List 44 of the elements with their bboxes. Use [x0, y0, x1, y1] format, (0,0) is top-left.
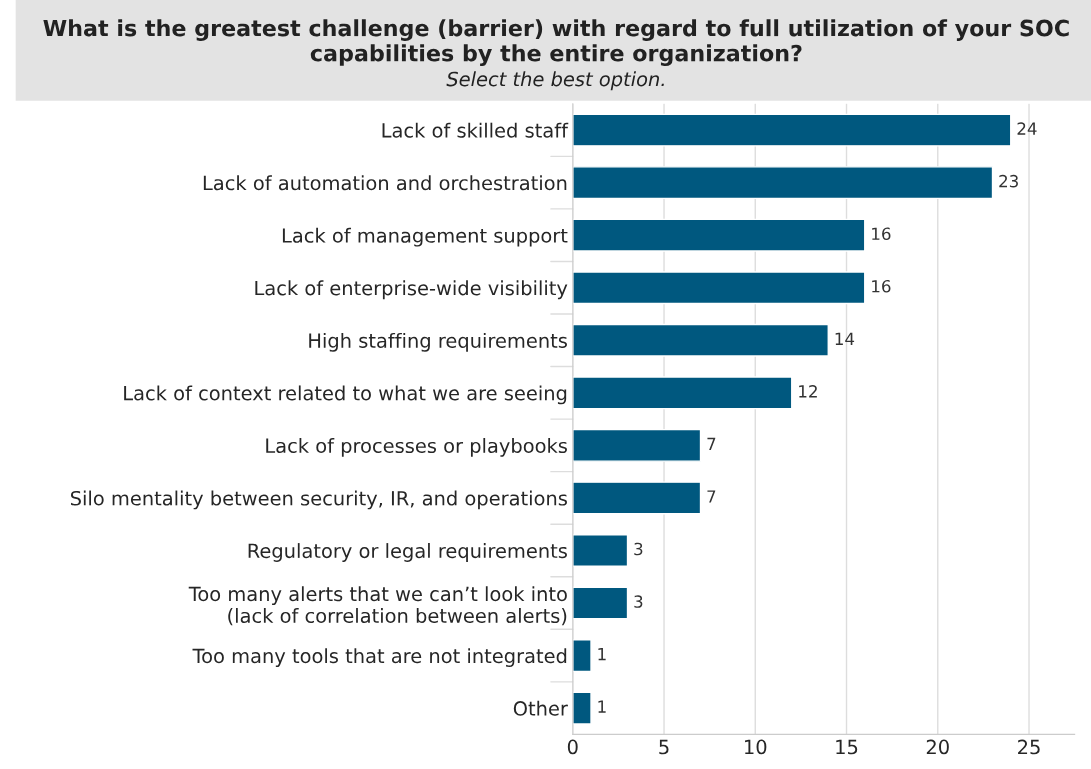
y-tick-label: Lack of processes or playbooks — [266, 437, 567, 457]
x-tick-label: 20 — [926, 739, 949, 755]
y-tick-label: Other — [513, 700, 568, 716]
data-label: 3 — [634, 595, 643, 608]
data-label: 23 — [999, 174, 1018, 188]
x-tick-label: 10 — [745, 739, 767, 755]
y-tick-label: Lack of management support — [282, 227, 568, 247]
data-label: 3 — [634, 542, 643, 556]
bar — [572, 218, 866, 252]
data-label: 12 — [799, 385, 817, 398]
x-tick-label: 0 — [567, 739, 578, 755]
x-tick-label: 15 — [836, 739, 858, 755]
bar — [572, 376, 793, 410]
data-label: 7 — [707, 437, 716, 450]
bar — [572, 428, 702, 462]
y-tick-label: Regulatory or legal requirements — [248, 543, 567, 562]
bar — [572, 481, 702, 515]
data-label: 16 — [872, 279, 891, 293]
bar — [572, 271, 866, 305]
x-tick-label: 5 — [659, 739, 669, 755]
y-tick-label: High staffing requirements — [309, 332, 567, 352]
y-tick-label: Silo mentality between security, IR, and operations — [70, 490, 567, 510]
bar — [572, 166, 994, 200]
y-tick-label: Too many tools that are not integrated — [192, 648, 567, 667]
data-label: 16 — [872, 227, 891, 241]
y-tick-label: Too many alerts that we can’t look into (lack of correlation between alerts) — [188, 586, 567, 626]
data-label: 7 — [707, 490, 716, 503]
data-label: 24 — [1017, 122, 1037, 135]
y-tick-label: Lack of automation and orchestration — [203, 175, 567, 191]
y-tick-label: Lack of context related to what we are seeing — [124, 385, 567, 405]
bar — [572, 691, 592, 725]
bar — [572, 534, 629, 567]
bar — [572, 586, 629, 620]
x-tick-label: 25 — [1018, 739, 1040, 755]
data-label: 1 — [598, 700, 606, 713]
data-label: 1 — [598, 648, 606, 661]
data-label: 14 — [835, 332, 855, 345]
bar — [572, 113, 1012, 147]
chart-title: What is the greatest challenge (barrier) with regard to full utilization of your SOC capabilities by the entire organization? — [43, 19, 1069, 66]
y-tick-label: Lack of enterprise-wide visibility — [255, 280, 568, 300]
bar — [572, 639, 592, 673]
bar — [572, 323, 829, 357]
chart-subtitle: Select the best option. — [446, 71, 664, 91]
y-tick-label: Lack of skilled staff — [382, 122, 569, 138]
